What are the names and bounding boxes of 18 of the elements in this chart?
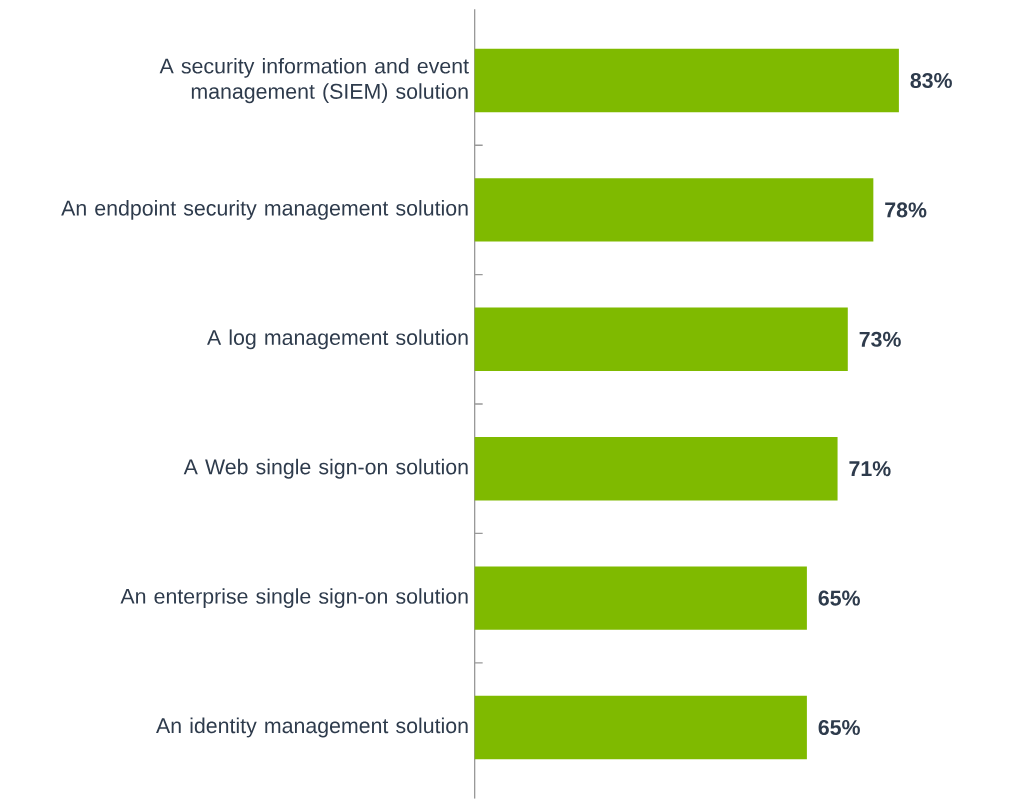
y-tick-label: An identity management solution	[156, 717, 468, 738]
data-label: 65%	[818, 720, 860, 736]
data-label: 73%	[859, 331, 901, 348]
bar	[474, 437, 838, 501]
y-tick-label: An endpoint security management solution	[61, 200, 468, 221]
bar	[474, 48, 899, 113]
data-label: 78%	[885, 202, 927, 218]
y-tick-label: A log management solution	[207, 329, 468, 350]
data-label: 65%	[818, 590, 860, 606]
bar	[474, 695, 807, 760]
bar	[474, 178, 874, 242]
data-label: 83%	[910, 73, 952, 89]
bar	[474, 566, 807, 630]
y-tick-label: An enterprise single sign-on solution	[120, 588, 468, 609]
data-label: 71%	[849, 461, 891, 477]
y-tick-label: A security information and event management (SIEM) solution	[159, 58, 469, 104]
bar	[474, 307, 848, 372]
y-tick-label: A Web single sign-on solution	[183, 458, 468, 479]
